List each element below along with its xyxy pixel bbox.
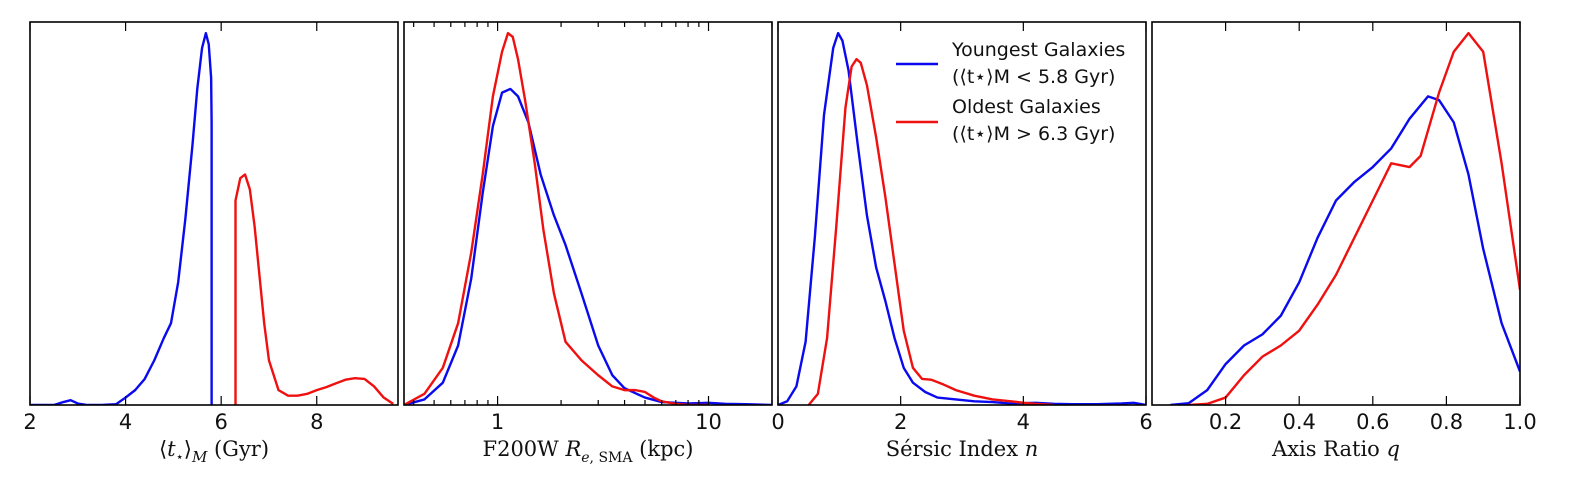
- series-line-youngest: [404, 87, 772, 405]
- x-tick-label: 8: [310, 410, 323, 434]
- legend: Youngest Galaxies (⟨t⋆⟩M < 5.8 Gyr) Oldest…: [896, 39, 1125, 145]
- plot-frame: [29, 21, 399, 406]
- x-tick-label: 4: [1017, 410, 1030, 434]
- series-line-oldest: [404, 31, 709, 405]
- legend-entry-youngest: Youngest Galaxies (⟨t⋆⟩M < 5.8 Gyr): [896, 39, 1125, 88]
- legend-entry-oldest: Oldest Galaxies (⟨t⋆⟩M > 6.3 Gyr): [896, 96, 1115, 145]
- panel-axis_ratio: 0.2 0.4 0.6 0.8 1.0 Axis Ratio q: [1151, 21, 1537, 461]
- x-tick-label: 10: [695, 410, 722, 434]
- x-tick-label: 0.2: [1209, 410, 1242, 434]
- x-tick-label: 1.0: [1503, 410, 1536, 434]
- x-axis-label: Axis Ratio q: [1271, 437, 1400, 461]
- legend-criterion: (⟨t⋆⟩M > 6.3 Gyr): [952, 123, 1115, 145]
- panel-sersic: 0 2 4 6 Sérsic Index n: [771, 21, 1153, 461]
- panel-age: 2 4 6 8 ⟨t⋆⟩M (Gyr): [23, 21, 399, 466]
- x-tick-label: 2: [23, 410, 36, 434]
- x-axis-label: F200W Re, SMA (kpc): [483, 437, 694, 466]
- series-line-youngest: [778, 31, 1146, 405]
- x-tick-label: 0.4: [1282, 410, 1315, 434]
- series-line-oldest: [1188, 31, 1520, 405]
- series-line-youngest: [1170, 95, 1520, 405]
- x-tick-label: 0: [771, 410, 784, 434]
- x-tick-label: 4: [119, 410, 132, 434]
- x-tick-label: 0.6: [1356, 410, 1389, 434]
- x-tick-label: 2: [894, 410, 907, 434]
- x-tick-label: 6: [1139, 410, 1152, 434]
- legend-label: Oldest Galaxies: [952, 96, 1101, 118]
- plot-frame: [1151, 21, 1521, 406]
- x-tick-label: 6: [214, 410, 227, 434]
- x-tick-label: 1: [491, 410, 504, 434]
- series-line-youngest: [30, 31, 213, 405]
- legend-criterion: (⟨t⋆⟩M < 5.8 Gyr): [952, 66, 1115, 88]
- plot-frame: [777, 21, 1147, 406]
- x-axis-label: Sérsic Index n: [886, 437, 1039, 461]
- series-line-oldest: [807, 57, 1055, 405]
- plot-frame: [403, 21, 773, 406]
- x-tick-label: 0.8: [1430, 410, 1463, 434]
- series-line-oldest: [234, 173, 394, 405]
- legend-label: Youngest Galaxies: [951, 39, 1125, 61]
- x-axis-label: ⟨t⋆⟩M (Gyr): [159, 437, 269, 466]
